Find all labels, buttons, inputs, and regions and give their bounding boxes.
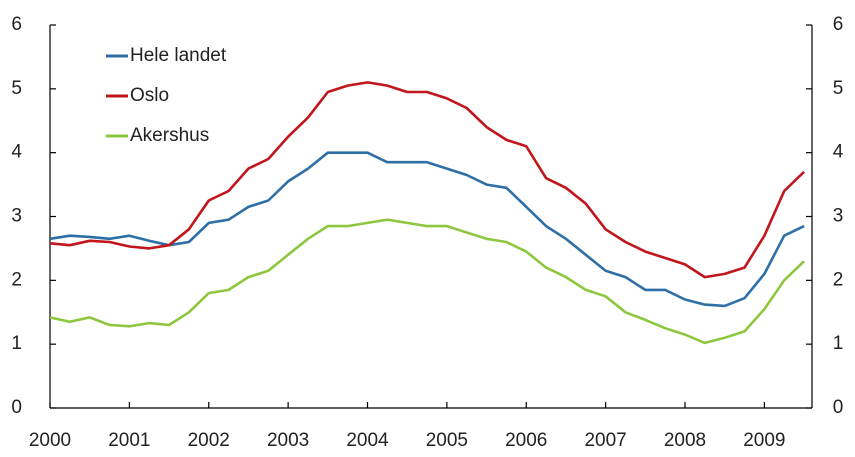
x-tick-label: 2002 xyxy=(188,430,230,451)
legend-label: Oslo xyxy=(130,85,169,106)
y-tick-label: 6 xyxy=(11,14,22,35)
x-tick-label: 2003 xyxy=(267,430,309,451)
y2-tick-label: 6 xyxy=(833,14,844,35)
y2-tick-label: 1 xyxy=(833,333,844,354)
x-tick-label: 2007 xyxy=(584,430,626,451)
x-tick-label: 2004 xyxy=(346,430,389,451)
x-tick-label: 2006 xyxy=(505,430,547,451)
x-tick-label: 2009 xyxy=(743,430,785,451)
y2-tick-label: 3 xyxy=(833,206,844,227)
x-tick-label: 2001 xyxy=(108,430,150,451)
y2-tick-label: 0 xyxy=(833,397,844,418)
series-line xyxy=(49,218,806,345)
x-tick-label: 2005 xyxy=(426,430,468,451)
legend-label: Akershus xyxy=(130,125,209,146)
y-tick-label: 2 xyxy=(11,269,22,290)
y-tick-label: 4 xyxy=(11,142,22,163)
x-tick-label: 2000 xyxy=(29,430,71,451)
y2-tick-label: 5 xyxy=(833,78,844,99)
y-tick-label: 0 xyxy=(11,397,22,418)
y-tick-label: 1 xyxy=(11,333,22,354)
y-tick-label: 3 xyxy=(11,206,22,227)
legend-label: Hele landet xyxy=(130,45,227,66)
y-tick-label: 5 xyxy=(11,78,22,99)
y2-tick-label: 2 xyxy=(833,269,844,290)
y2-tick-label: 4 xyxy=(833,142,844,163)
series-line xyxy=(49,81,806,279)
x-tick-label: 2008 xyxy=(664,430,706,451)
series-line xyxy=(49,151,805,308)
